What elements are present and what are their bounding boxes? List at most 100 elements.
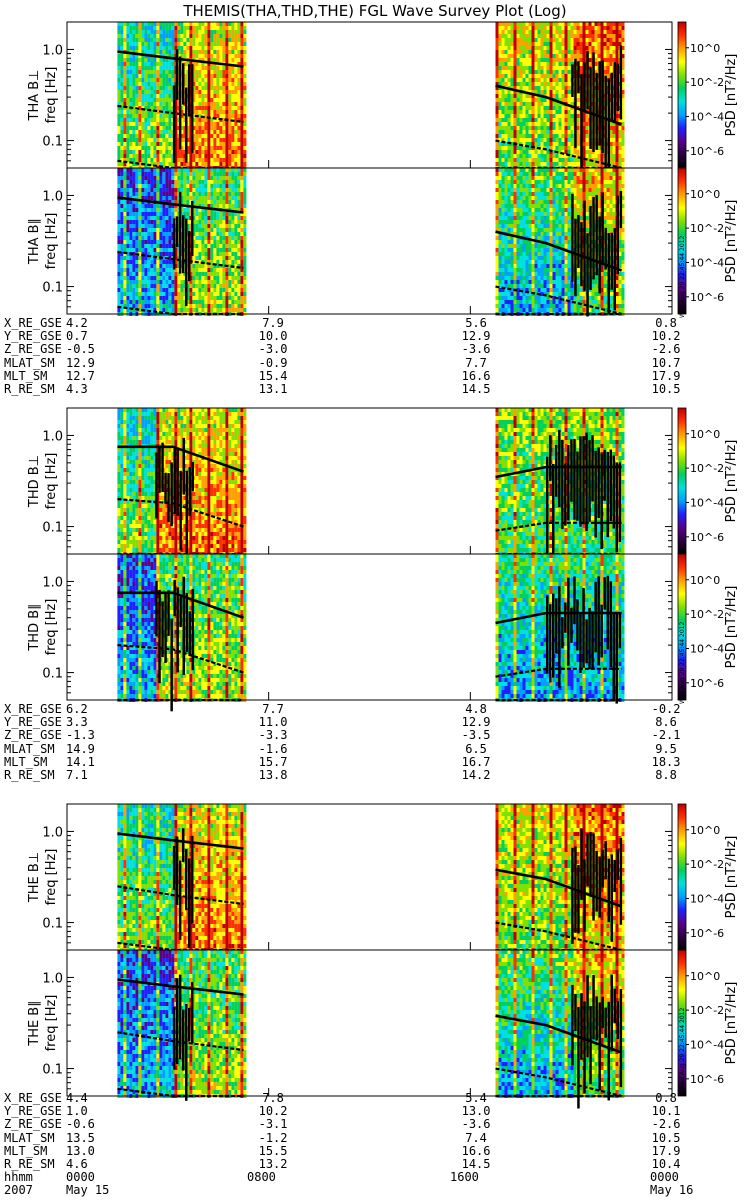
- y-axis-label: freq [Hz]: [44, 213, 59, 270]
- ephemeris-value: 7.7: [465, 357, 487, 370]
- colorbar-tick-label: 10^0: [690, 42, 720, 55]
- ephemeris-value: -1.2: [259, 1132, 288, 1145]
- panel-name: THD B∥: [27, 603, 42, 651]
- colorbar-tick-label: 10^-2: [690, 222, 724, 235]
- ephemeris-label: Z_RE_GSE: [4, 729, 62, 742]
- colorbar-tick-label: 10^-2: [690, 1004, 724, 1017]
- ephemeris-value: 9.5: [655, 743, 677, 756]
- time-axis-year: 2007: [4, 1184, 33, 1197]
- colorbar-tick-label: 10^-6: [690, 677, 724, 690]
- ephemeris-value: -0.9: [259, 357, 288, 370]
- y-axis-label: freq [Hz]: [44, 599, 59, 656]
- colorbar-label: PSD [nT²/Hz]: [724, 836, 739, 919]
- ephemeris-value: 14.5: [462, 383, 491, 396]
- ephemeris-label: R_RE_SM: [4, 383, 55, 396]
- ephemeris-value: -3.1: [259, 1118, 288, 1131]
- ephemeris-value: -0.6: [66, 1118, 95, 1131]
- colorbar-tick-label: 10^-4: [690, 1038, 724, 1051]
- y-axis-label: freq [Hz]: [44, 453, 59, 510]
- ephemeris-label: R_RE_SM: [4, 769, 55, 782]
- ephemeris-value: 13.8: [259, 769, 288, 782]
- date-label: May 15: [66, 1184, 109, 1197]
- colorbar: [678, 408, 686, 554]
- time-tick-label: 0800: [247, 1171, 276, 1184]
- colorbar: [678, 22, 686, 168]
- ephemeris-value: 13.1: [259, 383, 288, 396]
- colorbar-tick-label: 10^0: [690, 970, 720, 983]
- ephemeris-value: -1.3: [66, 729, 95, 742]
- colorbar-tick-label: 10^0: [690, 574, 720, 587]
- timestamp-stamp: Wed Aug 29 22:45:44 2012: [679, 622, 686, 704]
- colorbar-tick-label: 10^-2: [690, 608, 724, 621]
- panel-name: THA B∥: [27, 218, 42, 265]
- ephemeris-value: -1.6: [259, 743, 288, 756]
- timestamp-stamp: Wed Aug 29 22:45:44 2012: [679, 1008, 686, 1090]
- ephemeris-label: MLAT_SM: [4, 1132, 55, 1145]
- colorbar-tick-label: 10^-4: [690, 496, 724, 509]
- timestamp-stamp: Wed Aug 29 22:45:44 2012: [679, 236, 686, 318]
- y-tick-label: 0.1: [42, 521, 63, 536]
- time-tick-label: 1600: [450, 1171, 479, 1184]
- spectrogram-panel: 1.0 0.1 THD B∥freq [Hz] 10^0 10^-2 10^-4 10^-6…: [27, 554, 739, 711]
- colorbar-tick-label: 10^-4: [690, 256, 724, 269]
- y-axis-label: freq [Hz]: [44, 849, 59, 906]
- ephemeris-value: -3.6: [462, 343, 491, 356]
- colorbar-tick-label: 10^-2: [690, 858, 724, 871]
- ephemeris-label: Z_RE_GSE: [4, 1118, 62, 1131]
- ephemeris-value: 6.5: [465, 743, 487, 756]
- ephemeris-value: 13.5: [66, 1132, 95, 1145]
- ephemeris-value: -3.5: [462, 729, 491, 742]
- y-tick-label: 0.1: [42, 667, 63, 682]
- y-axis-label: freq [Hz]: [44, 67, 59, 124]
- colorbar-tick-label: 10^-6: [690, 927, 724, 940]
- ephemeris-value: 4.3: [66, 383, 88, 396]
- colorbar-tick-label: 10^-6: [690, 145, 724, 158]
- ephemeris-value: -3.3: [259, 729, 288, 742]
- colorbar-tick-label: 10^-4: [690, 642, 724, 655]
- ephemeris-label: MLAT_SM: [4, 743, 55, 756]
- ephemeris-value: -3.6: [462, 1118, 491, 1131]
- colorbar-tick-label: 10^-4: [690, 892, 724, 905]
- colorbar-tick-label: 10^-6: [690, 291, 724, 304]
- colorbar-tick-label: 10^0: [690, 188, 720, 201]
- y-tick-label: 1.0: [42, 575, 63, 590]
- colorbar-tick-label: 10^0: [690, 428, 720, 441]
- ephemeris-value: 10.5: [652, 383, 681, 396]
- panel-name: THA B⊥: [27, 70, 42, 122]
- colorbar-label: PSD [nT²/Hz]: [724, 200, 739, 283]
- ephemeris-value: -0.5: [66, 343, 95, 356]
- colorbar-tick-label: 10^-4: [690, 110, 724, 123]
- colorbar-tick-label: 10^-2: [690, 462, 724, 475]
- panel-name: THE B⊥: [27, 852, 42, 903]
- colorbar: [678, 804, 686, 950]
- colorbar-label: PSD [nT²/Hz]: [724, 982, 739, 1065]
- panel-name: THE B∥: [27, 1000, 42, 1046]
- ephemeris-value: 8.8: [655, 769, 677, 782]
- y-tick-label: 1.0: [42, 429, 63, 444]
- ephemeris-value: 14.2: [462, 769, 491, 782]
- y-tick-label: 1.0: [42, 43, 63, 58]
- colorbar-tick-label: 10^-2: [690, 76, 724, 89]
- ephemeris-value: -2.6: [652, 343, 681, 356]
- y-tick-label: 0.1: [42, 1063, 63, 1078]
- y-axis-label: freq [Hz]: [44, 995, 59, 1052]
- y-tick-label: 0.1: [42, 135, 63, 150]
- ephemeris-label: MLAT_SM: [4, 357, 55, 370]
- colorbar-label: PSD [nT²/Hz]: [724, 586, 739, 669]
- date-label: May 16: [650, 1184, 693, 1197]
- colorbar-tick-label: 10^0: [690, 824, 720, 837]
- colorbar-tick-label: 10^-6: [690, 1073, 724, 1086]
- ephemeris-value: 10.7: [652, 357, 681, 370]
- colorbar-label: PSD [nT²/Hz]: [724, 54, 739, 137]
- colorbar-tick-label: 10^-6: [690, 531, 724, 544]
- y-tick-label: 1.0: [42, 825, 63, 840]
